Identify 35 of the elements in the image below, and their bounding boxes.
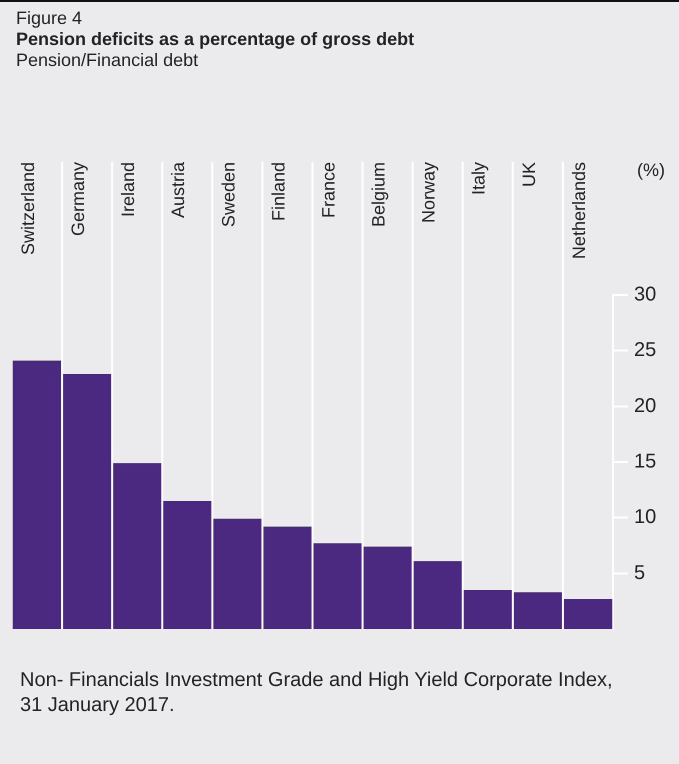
bar: [313, 543, 362, 629]
bar: [514, 592, 562, 629]
x-tick-label: Germany: [68, 162, 88, 236]
bar: [413, 561, 462, 629]
y-tick-label: 20: [634, 394, 656, 417]
x-tick-label: Sweden: [218, 162, 238, 228]
bar: [363, 546, 412, 629]
x-tick-label: France: [318, 162, 338, 218]
bar: [62, 374, 112, 629]
y-tick-label: 25: [634, 339, 656, 362]
y-tick-label: 5: [634, 562, 646, 584]
y-tick-label: 10: [634, 506, 656, 528]
bar: [163, 500, 212, 629]
y-axis-title: (%): [637, 160, 665, 180]
chart-title: Pension deficits as a percentage of gross debt: [16, 29, 416, 50]
bar: [112, 463, 162, 629]
x-tick-label: Finland: [268, 162, 288, 222]
bar: [213, 518, 262, 629]
bar: [263, 526, 312, 629]
caption: Figure 4: [16, 8, 84, 29]
x-tick-label: Netherlands: [568, 162, 589, 260]
x-tick-label: Switzerland: [18, 162, 38, 256]
text: Non- Financials Investment Grade and High Yield Corporate Index, 31 January 2017.: [20, 668, 614, 718]
bar: [564, 598, 612, 629]
y-tick-label: 15: [634, 450, 656, 473]
y-tick-label: 30: [634, 284, 656, 306]
bar: [464, 590, 512, 629]
chart-subtitle: Pension/Financial debt: [16, 50, 200, 71]
x-tick-label: Belgium: [368, 162, 389, 228]
x-tick-label: UK: [518, 162, 539, 188]
x-tick-label: Ireland: [118, 162, 138, 218]
bar: [12, 360, 62, 629]
x-tick-label: Italy: [468, 162, 489, 196]
x-tick-label: Austria: [168, 161, 188, 218]
x-tick-label: Norway: [418, 162, 439, 224]
